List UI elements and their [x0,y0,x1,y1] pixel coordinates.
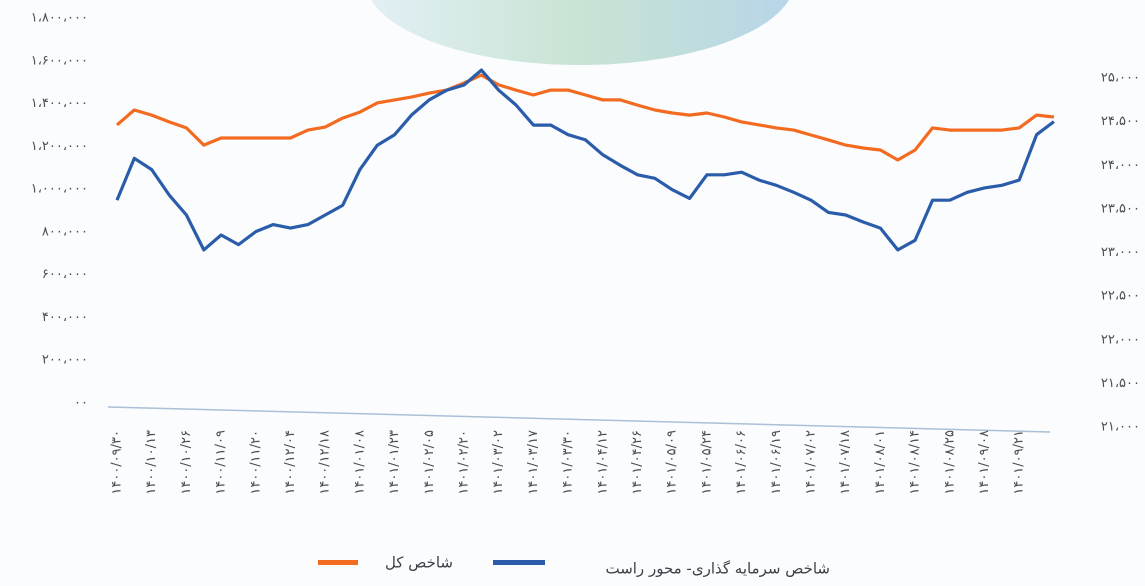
y2-tick-label: ۲۳،۰۰۰ [1101,245,1140,260]
y-tick-label: ۱،۸۰۰،۰۰۰ [31,11,88,26]
y2-tick-label: ۲۱،۵۰۰ [1101,376,1140,391]
x-tick-label: ۱۴۰۱/۰۵/۰۹ [665,430,680,495]
y2-tick-label: ۲۴،۵۰۰ [1101,114,1140,129]
x-tick-label: ۱۴۰۱/۰۱/۰۸ [352,430,367,495]
x-tick-label: ۱۴۰۱/۰۸/۲۵ [942,430,957,495]
x-tick-label: ۱۴۰۱/۰۹/۰۸ [977,430,992,495]
x-tick-label: ۱۴۰۰/۱۱/۰۹ [214,430,229,495]
x-tick-label: ۱۴۰۰/۱۰/۱۳ [144,430,159,495]
y2-tick-label: ۲۴،۰۰۰ [1101,158,1140,173]
y2-tick-label: ۲۳،۵۰۰ [1101,201,1140,216]
y2-tick-label: ۲۱،۰۰۰ [1101,420,1140,435]
legend-swatch [318,560,358,565]
x-tick-label: ۱۴۰۱/۰۵/۲۴ [699,430,714,495]
y-tick-label: ۴۰۰،۰۰۰ [42,310,88,325]
y-tick-label: ۲۰۰،۰۰۰ [42,353,88,368]
x-tick-label: ۱۴۰۱/۰۲/۰۵ [422,430,437,495]
series-line [115,73,1055,162]
series-line [115,68,1055,252]
x-tick-label: ۱۴۰۱/۰۸/۰۱ [873,430,888,495]
legend-swatch [493,560,545,565]
y2-tick-label: ۲۲،۰۰۰ [1101,332,1140,347]
x-tick-label: ۱۴۰۰/۱۱/۲۰ [248,430,263,495]
y2-tick-label: ۲۵،۰۰۰ [1101,71,1140,86]
x-tick-label: ۱۴۰۰/۰۹/۳۰ [110,430,125,495]
x-axis-line [107,406,1051,433]
y-tick-label: ۶۰۰،۰۰۰ [42,267,88,282]
x-tick-label: ۱۴۰۱/۰۸/۱۴ [908,430,923,495]
x-tick-label: ۱۴۰۱/۰۹/۲۱ [1012,430,1027,495]
y-tick-label: ۸۰۰،۰۰۰ [42,224,88,239]
x-tick-label: ۱۴۰۱/۰۳/۰۲ [491,430,506,495]
x-tick-label: ۱۴۰۱/۰۷/۱۸ [838,430,853,495]
y-tick-label: ۱،۲۰۰،۰۰۰ [31,139,88,154]
x-tick-label: ۱۴۰۱/۰۶/۰۶ [734,430,749,495]
x-tick-label: ۱۴۰۰/۱۲/۱۸ [318,430,333,495]
x-tick-label: ۱۴۰۰/۱۲/۰۴ [283,430,298,495]
y-tick-label: ۱،۰۰۰،۰۰۰ [31,182,88,197]
x-tick-label: ۱۴۰۱/۰۴/۲۶ [630,430,645,495]
x-tick-label: ۱۴۰۱/۰۷/۰۲ [804,430,819,495]
y-tick-label: ۱،۴۰۰،۰۰۰ [31,96,88,111]
legend: شاخص کل شاخص سرمایه گذاری- محور راست [318,554,830,578]
legend-label: شاخص کل [385,554,453,572]
x-tick-label: ۱۴۰۱/۰۳/۳۰ [561,430,576,495]
x-tick-label: ۱۴۰۱/۰۶/۱۹ [769,430,784,495]
y-tick-label: ۰۰ [74,396,88,411]
x-tick-label: ۱۴۰۰/۱۰/۲۶ [179,430,194,495]
legend-label: شاخص سرمایه گذاری- محور راست [605,560,830,578]
x-tick-label: ۱۴۰۱/۰۲/۲۰ [457,430,472,495]
y2-tick-label: ۲۲،۵۰۰ [1101,289,1140,304]
x-tick-label: ۱۴۰۱/۰۱/۲۳ [387,430,402,495]
x-tick-label: ۱۴۰۱/۰۴/۱۲ [595,430,610,495]
y-tick-label: ۱،۶۰۰،۰۰۰ [31,53,88,68]
decorative-globe [371,0,789,65]
x-tick-label: ۱۴۰۱/۰۳/۱۷ [526,430,541,495]
